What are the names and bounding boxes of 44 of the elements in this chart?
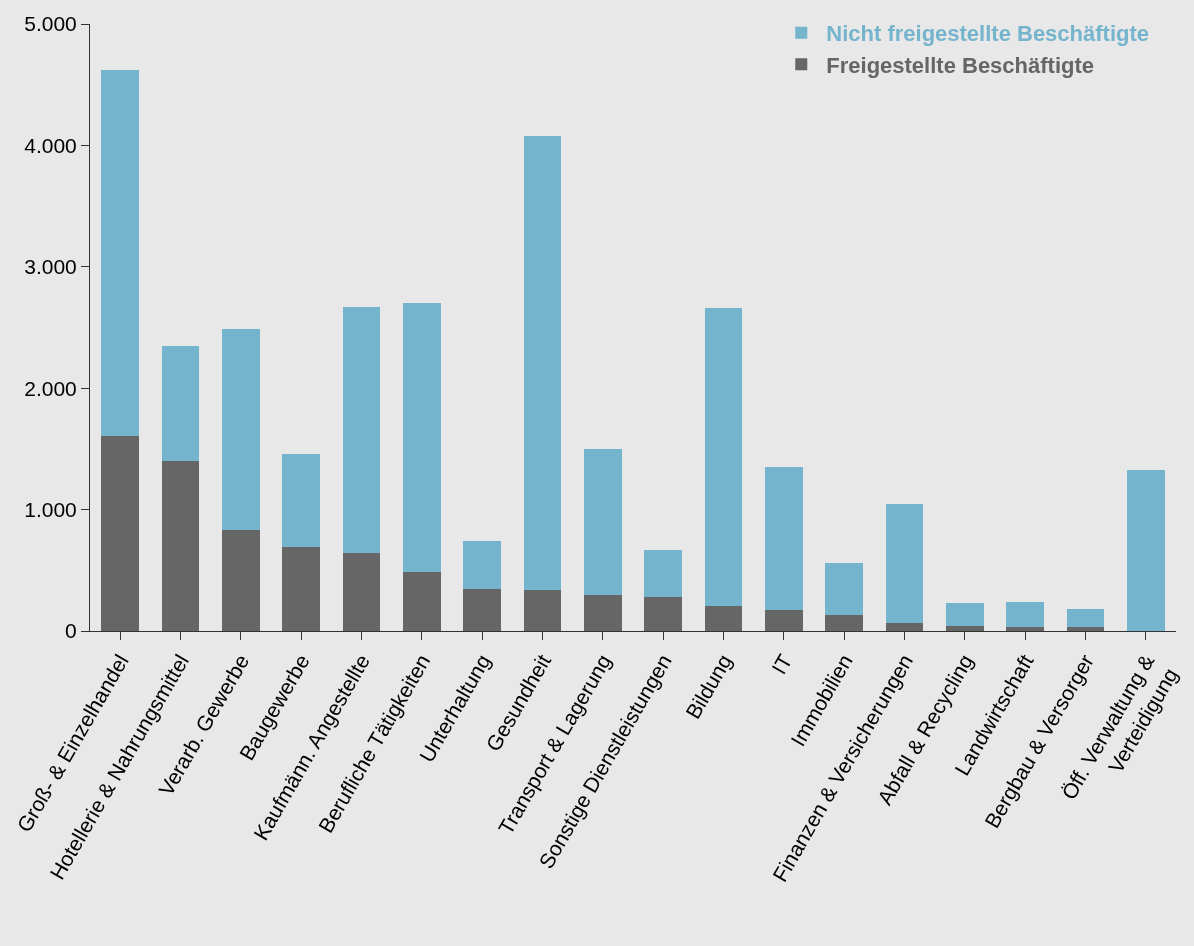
bar bbox=[704, 308, 743, 606]
legend-label: Freigestellte Beschäftigte bbox=[826, 52, 1095, 78]
bar bbox=[765, 467, 803, 611]
bar bbox=[403, 571, 441, 631]
bar bbox=[1006, 627, 1044, 631]
bar bbox=[101, 435, 139, 631]
bar bbox=[523, 589, 562, 631]
bar bbox=[885, 503, 924, 623]
y-tick-label: 5.000 bbox=[24, 12, 77, 36]
bar bbox=[584, 448, 622, 595]
bar bbox=[946, 626, 984, 631]
bar bbox=[765, 610, 803, 631]
x-tick-label: IT bbox=[767, 650, 797, 679]
bar bbox=[704, 605, 743, 631]
bar bbox=[825, 563, 863, 616]
bar bbox=[342, 306, 381, 554]
y-tick-label: 1.000 bbox=[24, 497, 77, 521]
y-tick-label: 0 bbox=[65, 619, 77, 643]
bar bbox=[644, 597, 682, 631]
bar bbox=[1127, 469, 1165, 631]
bar bbox=[161, 461, 200, 631]
bar bbox=[282, 547, 320, 631]
bar bbox=[1066, 609, 1105, 628]
bar bbox=[584, 594, 622, 631]
bar bbox=[885, 622, 924, 631]
bar bbox=[1066, 627, 1105, 631]
bar bbox=[825, 615, 863, 631]
bar bbox=[1006, 601, 1044, 628]
bar bbox=[101, 70, 139, 436]
bar bbox=[946, 603, 984, 627]
bar bbox=[161, 345, 200, 462]
y-tick-label: 3.000 bbox=[24, 255, 77, 279]
y-tick-label: 4.000 bbox=[24, 133, 77, 157]
bar bbox=[282, 453, 320, 548]
bar bbox=[222, 530, 260, 631]
legend-label: Nicht freigestellte Beschäftigte bbox=[826, 21, 1150, 47]
bar bbox=[523, 135, 562, 590]
bar bbox=[222, 328, 260, 531]
bar bbox=[644, 549, 682, 598]
bar bbox=[403, 303, 441, 572]
bar bbox=[342, 553, 381, 631]
bar bbox=[463, 588, 501, 631]
y-tick-label: 2.000 bbox=[24, 376, 77, 400]
bar bbox=[463, 541, 501, 589]
